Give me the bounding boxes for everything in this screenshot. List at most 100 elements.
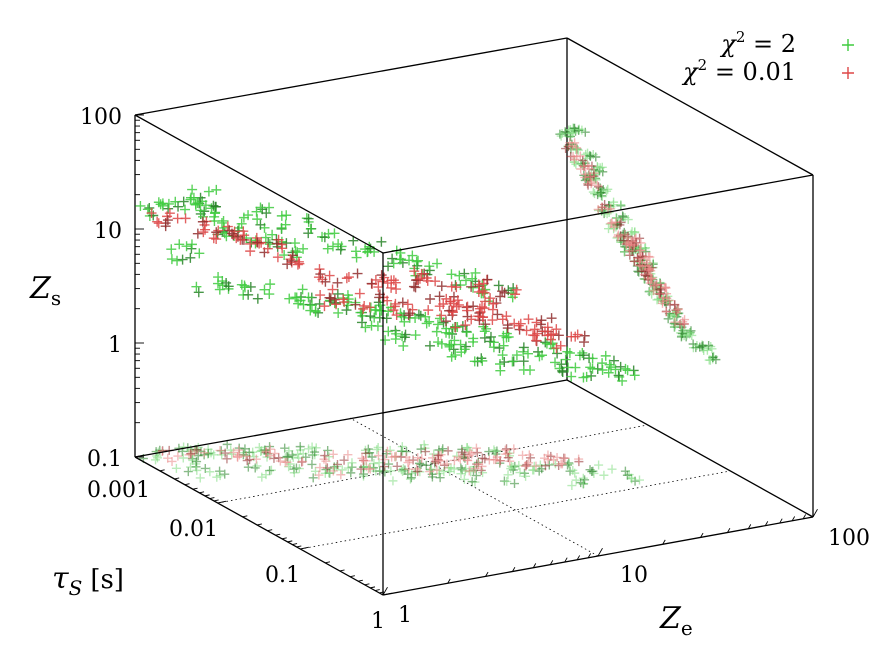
data-point: [383, 261, 394, 272]
projection-point: [464, 466, 474, 476]
projection-point: [664, 295, 674, 305]
data-point: [255, 219, 266, 230]
axis-tick: [374, 589, 380, 591]
data-point: [387, 253, 398, 264]
axis-tick: [382, 586, 388, 596]
data-point: [579, 337, 590, 348]
data-point: [191, 281, 202, 292]
projection-point: [328, 466, 338, 476]
legend-marker: [842, 39, 854, 51]
projection-point: [222, 439, 232, 449]
data-point: [290, 245, 301, 256]
box-front-edges: [134, 114, 814, 596]
data-point: [170, 196, 181, 207]
projection-point: [635, 253, 645, 263]
data-point: [236, 218, 247, 229]
data-point: [208, 233, 219, 244]
data-point: [252, 237, 263, 248]
data-point: [267, 229, 278, 240]
projection-point: [323, 445, 333, 455]
data-point: [195, 205, 206, 216]
axis-tick: [159, 469, 165, 472]
projection-point: [343, 463, 353, 473]
data-point: [314, 298, 325, 309]
data-point: [460, 341, 471, 352]
x-axis-title-symbol: Z: [659, 601, 682, 636]
projection-point: [503, 470, 513, 480]
projection-point: [615, 220, 625, 230]
data-point: [194, 248, 205, 259]
projection-point: [404, 456, 414, 466]
data-point: [380, 335, 391, 346]
data-point: [422, 275, 433, 286]
data-point: [172, 255, 183, 266]
projection-point: [619, 236, 629, 246]
projection-point: [584, 164, 594, 174]
projection-point: [200, 463, 210, 473]
data-point: [180, 213, 191, 224]
projection-point: [261, 470, 271, 480]
data-point: [197, 216, 208, 227]
projection-point: [347, 458, 357, 468]
projection-point: [597, 162, 607, 172]
projection-point: [570, 468, 580, 478]
data-point: [604, 359, 615, 370]
data-point: [332, 277, 343, 288]
data-point: [178, 196, 189, 207]
legend-symbol: χ: [719, 30, 737, 58]
data-point: [546, 313, 557, 324]
data-point: [315, 290, 326, 301]
legend-label-series-1: χ2 = 2: [719, 28, 796, 58]
data-point: [542, 322, 553, 333]
data-point: [461, 327, 472, 338]
data-point: [221, 277, 232, 288]
data-point: [518, 346, 529, 357]
projection-point: [241, 451, 251, 461]
z-axis-title: Zs: [29, 271, 61, 310]
projection-point: [686, 326, 696, 336]
projection-point: [665, 311, 675, 321]
data-point: [192, 198, 203, 209]
data-point: [577, 347, 588, 358]
projection-point: [523, 458, 533, 468]
data-point: [224, 225, 235, 236]
data-points: [135, 123, 721, 491]
axis-tick: [512, 566, 516, 572]
data-point: [413, 255, 424, 266]
data-point: [556, 359, 567, 370]
data-point: [620, 363, 631, 374]
projection-point: [420, 447, 430, 457]
projection-point: [270, 448, 280, 458]
projection-point: [474, 459, 484, 469]
projection-point: [308, 473, 318, 483]
data-point: [238, 212, 249, 223]
data-point: [251, 206, 262, 217]
data-point: [284, 293, 295, 304]
projection-point: [594, 460, 604, 470]
z-axis-title-sub: s: [51, 286, 61, 310]
data-point: [531, 317, 542, 328]
projection-point: [195, 473, 205, 483]
data-point: [485, 331, 496, 342]
data-point: [480, 296, 491, 307]
floor-grid-line: [349, 417, 599, 557]
data-point: [236, 279, 247, 290]
data-point: [605, 362, 616, 373]
projection-point: [467, 477, 477, 487]
data-point: [511, 350, 522, 361]
data-point: [231, 233, 242, 244]
data-point: [460, 275, 471, 286]
data-point: [327, 241, 338, 252]
projection-point: [688, 339, 698, 349]
projection-point: [557, 459, 567, 469]
projection-point: [480, 454, 490, 464]
projection-point: [502, 476, 512, 486]
projection-point: [627, 237, 637, 247]
y-tick-label: 0.01: [169, 517, 218, 542]
projection-point: [640, 271, 650, 281]
data-point: [446, 269, 457, 280]
data-point: [564, 347, 575, 358]
projection-point: [339, 455, 349, 465]
data-point: [403, 310, 414, 321]
data-point: [303, 292, 314, 303]
